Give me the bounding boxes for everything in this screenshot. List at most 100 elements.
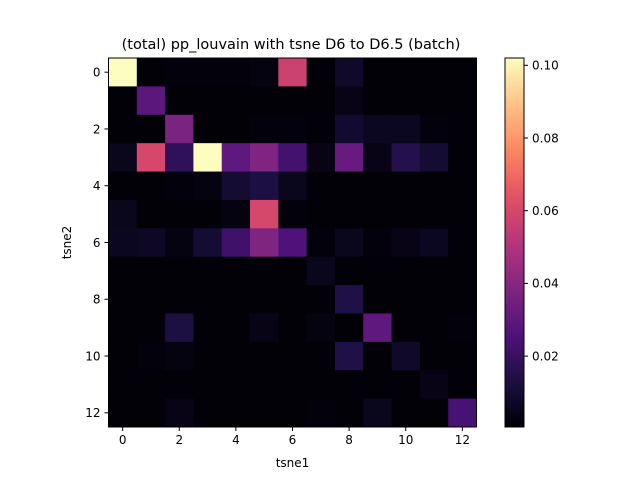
heatmap-cell bbox=[391, 58, 421, 87]
heatmap-cell bbox=[221, 341, 251, 371]
x-tick-label: 8 bbox=[345, 433, 353, 447]
heatmap-cell bbox=[391, 199, 421, 229]
heatmap-cell bbox=[193, 86, 223, 116]
heatmap-cell bbox=[136, 171, 166, 201]
heatmap-cell bbox=[108, 313, 138, 343]
heatmap-cell bbox=[363, 285, 392, 314]
heatmap-cell bbox=[165, 171, 194, 201]
heatmap-cell bbox=[363, 171, 392, 201]
heatmap-cell bbox=[250, 228, 279, 258]
heatmap-cell bbox=[334, 313, 364, 343]
heatmap-cell bbox=[250, 398, 279, 428]
heatmap-cell bbox=[391, 114, 421, 144]
y-tick-label: 6 bbox=[93, 236, 101, 250]
heatmap-cell bbox=[165, 256, 194, 286]
heatmap-cell bbox=[363, 398, 392, 428]
heatmap-cell bbox=[165, 285, 194, 314]
heatmap-cell bbox=[391, 370, 421, 400]
y-tick-label: 0 bbox=[93, 65, 101, 79]
heatmap-cell bbox=[108, 58, 138, 87]
heatmap-cell bbox=[419, 285, 449, 314]
heatmap-cell bbox=[448, 114, 477, 144]
heatmap-cell bbox=[306, 58, 336, 87]
heatmap-cell bbox=[306, 341, 336, 371]
heatmap-cell bbox=[363, 370, 392, 400]
heatmap-cell bbox=[221, 398, 251, 428]
heatmap-cell bbox=[108, 341, 138, 371]
heatmap-cell bbox=[419, 171, 449, 201]
heatmap-cell bbox=[108, 86, 138, 116]
heatmap-cell bbox=[448, 86, 477, 116]
heatmap-cell bbox=[193, 398, 223, 428]
heatmap-cell bbox=[221, 114, 251, 144]
x-axis: 0 2 4 6 8 10 12 bbox=[119, 427, 470, 447]
heatmap-cell bbox=[391, 86, 421, 116]
heatmap-cell bbox=[221, 370, 251, 400]
heatmap-cell bbox=[391, 341, 421, 371]
heatmap-cell bbox=[391, 398, 421, 428]
heatmap-cell bbox=[306, 171, 336, 201]
heatmap-cell bbox=[363, 228, 392, 258]
heatmap-cell bbox=[306, 256, 336, 286]
x-tick-label: 2 bbox=[175, 433, 183, 447]
heatmap-cell bbox=[334, 199, 364, 229]
heatmap-cell bbox=[221, 58, 251, 87]
y-tick-label: 8 bbox=[93, 293, 101, 307]
heatmap-cell bbox=[278, 285, 308, 314]
heatmap-cell bbox=[334, 143, 364, 172]
heatmap-cell bbox=[250, 313, 279, 343]
heatmap-cell bbox=[391, 285, 421, 314]
heatmap-cell bbox=[165, 86, 194, 116]
heatmap-cell bbox=[136, 86, 166, 116]
heatmap-cell bbox=[278, 86, 308, 116]
heatmap-cell bbox=[165, 370, 194, 400]
heatmap-cell bbox=[306, 398, 336, 428]
colorbar-tick-label: 0.06 bbox=[532, 204, 559, 218]
heatmap-cell bbox=[306, 313, 336, 343]
heatmap-cell bbox=[221, 86, 251, 116]
heatmap-cell bbox=[278, 256, 308, 286]
heatmap-cell bbox=[221, 256, 251, 286]
heatmap-cell bbox=[419, 341, 449, 371]
heatmap-cell bbox=[419, 313, 449, 343]
heatmap-cell bbox=[136, 313, 166, 343]
heatmap-cell bbox=[391, 228, 421, 258]
colorbar-tick-label: 0.08 bbox=[532, 131, 559, 145]
colorbar-tick-label: 0.04 bbox=[532, 277, 559, 291]
heatmap-cell bbox=[448, 398, 477, 428]
heatmap-cell bbox=[250, 114, 279, 144]
heatmap-cell bbox=[250, 86, 279, 116]
heatmap-cell bbox=[136, 256, 166, 286]
heatmap-cell bbox=[108, 370, 138, 400]
colorbar-tick-label: 0.10 bbox=[532, 59, 559, 73]
heatmap-cell bbox=[306, 370, 336, 400]
heatmap-cell bbox=[448, 256, 477, 286]
heatmap-cell bbox=[334, 86, 364, 116]
heatmap-cell bbox=[306, 228, 336, 258]
heatmap-cell bbox=[448, 285, 477, 314]
heatmap-cell bbox=[448, 313, 477, 343]
heatmap-cell bbox=[419, 114, 449, 144]
heatmap-cell bbox=[306, 114, 336, 144]
heatmap-cell bbox=[334, 285, 364, 314]
heatmap-cell bbox=[136, 398, 166, 428]
heatmap-cell bbox=[419, 86, 449, 116]
y-tick-label: 2 bbox=[93, 122, 101, 136]
heatmap-cell bbox=[306, 86, 336, 116]
heatmap-cell bbox=[363, 313, 392, 343]
heatmap-cell bbox=[448, 199, 477, 229]
heatmap-cell bbox=[136, 228, 166, 258]
heatmap-cell bbox=[108, 171, 138, 201]
heatmap-cell bbox=[448, 143, 477, 172]
x-tick-label: 4 bbox=[232, 433, 240, 447]
heatmap-cell bbox=[334, 114, 364, 144]
heatmap-cell bbox=[136, 58, 166, 87]
heatmap-cell bbox=[278, 58, 308, 87]
heatmap-cell bbox=[250, 199, 279, 229]
heatmap-cell bbox=[136, 370, 166, 400]
y-axis: 0 2 4 6 8 10 12 bbox=[85, 65, 109, 420]
y-axis-label: tsne2 bbox=[60, 226, 74, 260]
heatmap-cell bbox=[278, 199, 308, 229]
heatmap-cell bbox=[165, 341, 194, 371]
y-tick-label: 10 bbox=[85, 349, 100, 363]
